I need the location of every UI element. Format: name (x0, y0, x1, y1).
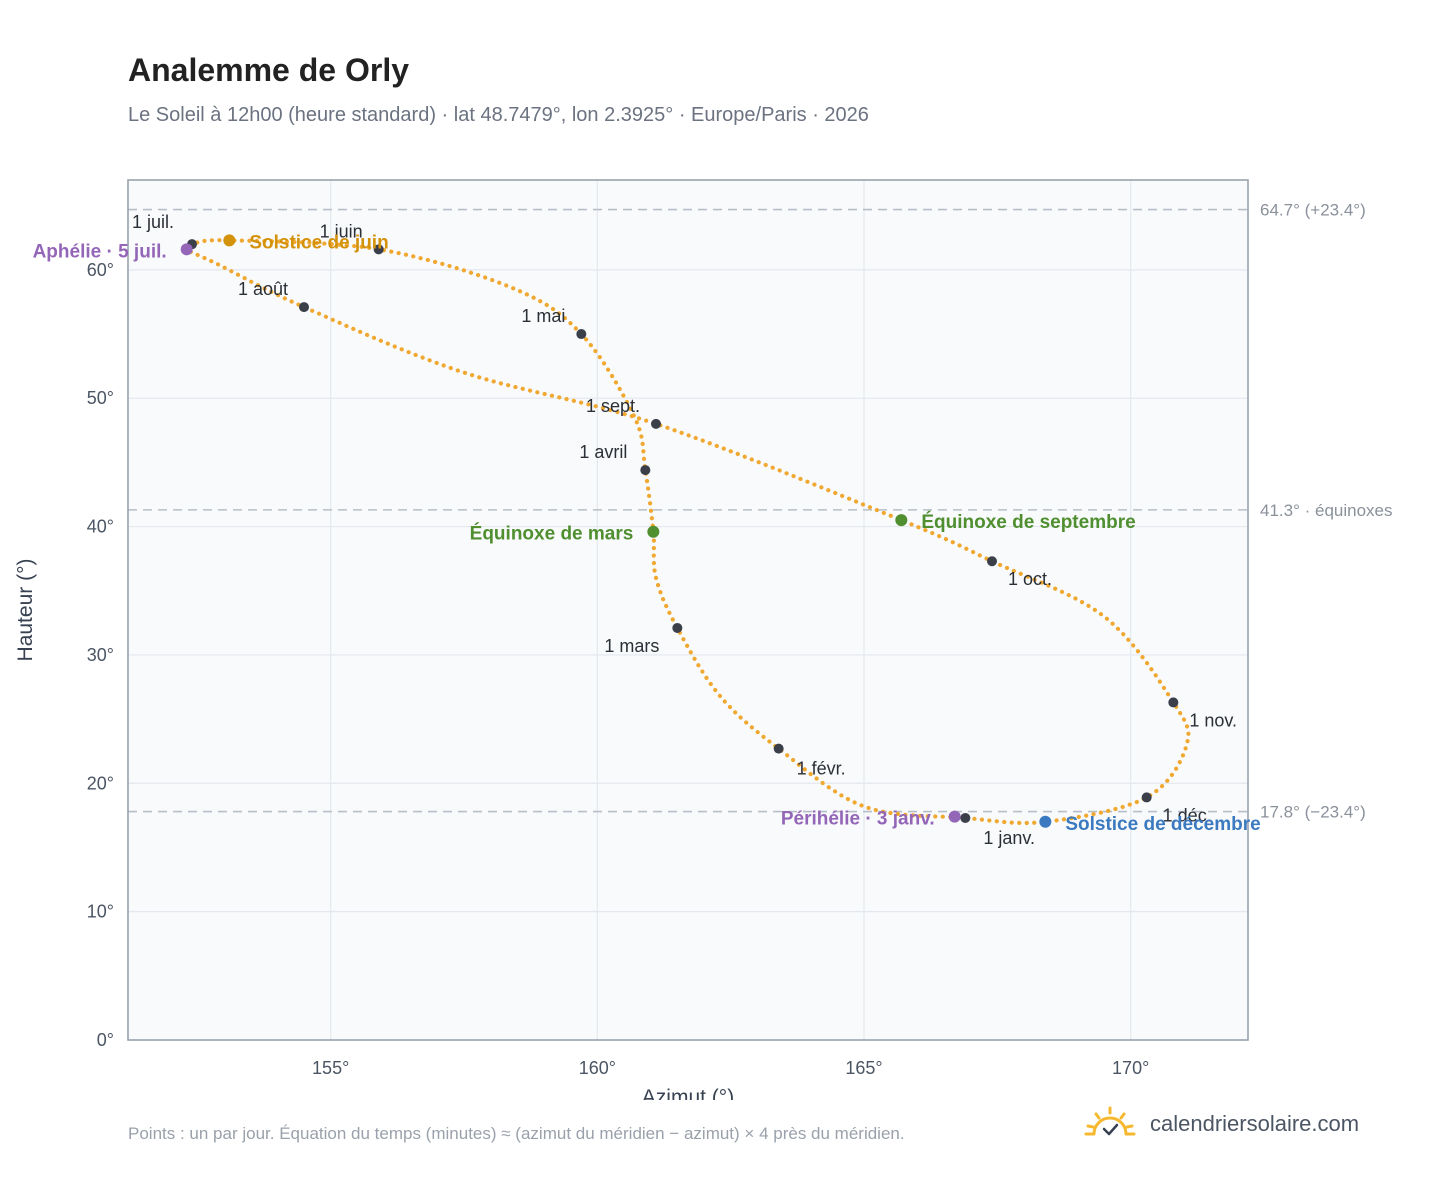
event-label: Solstice de décembre (1065, 814, 1260, 835)
event-label: Solstice de juin (249, 232, 388, 253)
month-label: 1 juin (320, 221, 363, 241)
y-axis-title: Hauteur (°) (14, 559, 37, 662)
month-label: 1 mai (521, 306, 565, 326)
month-label: 1 oct. (1008, 569, 1052, 589)
event-marker (1039, 815, 1052, 828)
event-marker (647, 525, 660, 538)
month-marker (672, 622, 683, 633)
plot-area (128, 180, 1248, 1040)
brand[interactable]: calendriersolaire.com (1084, 1104, 1359, 1144)
month-label: 1 juil. (132, 212, 174, 232)
month-marker (576, 329, 587, 340)
month-marker (651, 418, 661, 429)
reference-line-label: 64.7° (+23.4°) (1260, 201, 1366, 220)
x-tick-label: 160° (579, 1058, 616, 1078)
analemma-chart: 64.7° (+23.4°) 41.3° · équinoxes 17.8° (−2… (14, 179, 1393, 1100)
event-marker (895, 514, 908, 527)
month-label: 1 mars (604, 636, 659, 656)
plot-frame (127, 179, 1249, 1041)
reference-line-label: 17.8° (−23.4°) (1260, 803, 1366, 822)
month-marker (640, 465, 651, 476)
month-label: 1 févr. (797, 759, 846, 779)
event-label: Équinoxe de septembre (921, 511, 1135, 533)
chart-subtitle: Le Soleil à 12h00 (heure standard) · lat… (128, 104, 869, 126)
month-marker (299, 302, 309, 313)
month-marker (773, 743, 784, 754)
month-label: 1 avril (579, 442, 627, 462)
reference-line-label: 41.3° · équinoxes (1260, 501, 1393, 520)
footnote: Points : un par jour. Équation du temps … (128, 1124, 905, 1143)
brand-name: calendriersolaire.com (1150, 1111, 1360, 1136)
x-tick-label: 155° (312, 1058, 349, 1078)
y-tick-label: 0° (97, 1030, 114, 1050)
month-marker (1141, 792, 1152, 803)
y-tick-label: 10° (87, 902, 114, 922)
month-label: 1 août (238, 279, 288, 299)
y-tick-label: 60° (87, 260, 114, 280)
month-label: 1 déc. (1163, 805, 1212, 825)
month-label: 1 sept. (586, 396, 640, 416)
y-tick-label: 50° (87, 388, 114, 408)
chart-title: Analemme de Orly (128, 52, 409, 88)
month-label: 1 janv. (983, 828, 1035, 848)
event-marker (223, 234, 236, 247)
y-tick-label: 20° (87, 773, 114, 793)
y-tick-label: 30° (87, 645, 114, 665)
month-marker (373, 244, 384, 255)
event-label: Aphélie · 5 juil. (33, 241, 167, 262)
x-tick-label: 170° (1112, 1058, 1149, 1078)
month-marker (987, 556, 997, 567)
event-marker (180, 243, 193, 256)
event-label: Équinoxe de mars (470, 523, 634, 545)
y-tick-label: 40° (87, 517, 114, 537)
month-marker (960, 812, 971, 823)
sun-logo-icon (1084, 1106, 1136, 1136)
event-marker (948, 810, 961, 823)
x-tick-label: 165° (845, 1058, 882, 1078)
x-axis-title: Azimut (°) (642, 1086, 734, 1100)
month-marker (1168, 697, 1179, 708)
event-label: Périhélie · 3 janv. (781, 809, 935, 830)
month-label: 1 nov. (1189, 710, 1237, 730)
